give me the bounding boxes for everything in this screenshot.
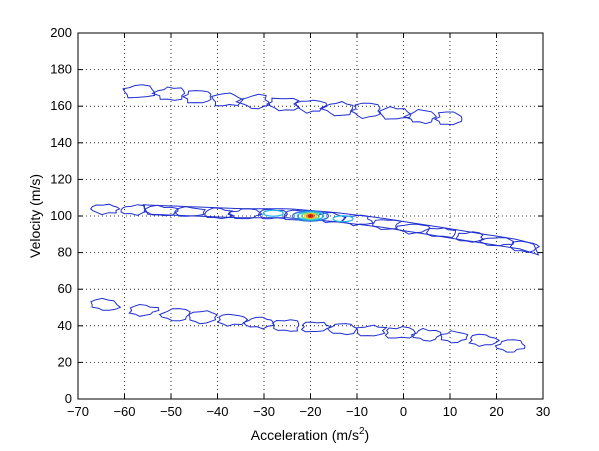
- contour-peak-ring: [291, 210, 330, 222]
- contour-line: [395, 223, 431, 235]
- contour-line: [494, 339, 526, 353]
- x-tick-label: 30: [536, 404, 550, 419]
- y-tick-label: 100: [50, 208, 72, 223]
- contour-line: [90, 203, 121, 216]
- y-tick-label: 0: [65, 391, 72, 406]
- x-axis-label-superscript: 2: [359, 426, 365, 437]
- contour-line: [455, 231, 485, 243]
- x-tick-label: 10: [443, 404, 457, 419]
- contour-line: [294, 99, 328, 114]
- y-tick-label: 20: [58, 354, 72, 369]
- ticks: [77, 32, 544, 400]
- x-tick-labels: −70 −60 −50 −40 −30 −20 −10 0 10 20 30: [67, 404, 550, 419]
- x-tick-label: −10: [346, 404, 368, 419]
- contour-line: [210, 92, 244, 107]
- contour-line: [402, 108, 438, 125]
- contour-line: [468, 333, 501, 347]
- y-tick-label: 180: [50, 62, 72, 77]
- x-tick-label: −70: [67, 404, 89, 419]
- y-tick-label: 40: [58, 318, 72, 333]
- x-tick-label: −50: [160, 404, 182, 419]
- x-tick-label: −30: [253, 404, 275, 419]
- contour-line: [265, 97, 301, 112]
- contour-line: [90, 297, 122, 311]
- x-axis-label: Acceleration (m/s2): [251, 426, 369, 443]
- x-tick-label: −60: [113, 404, 135, 419]
- y-tick-labels: 0 20 40 60 80 100 120 140 160 180 200: [50, 25, 72, 406]
- contour-line: [410, 327, 442, 342]
- contour-line: [204, 207, 235, 220]
- x-tick-label: −40: [206, 404, 228, 419]
- y-tick-label: 60: [58, 281, 72, 296]
- contour-line: [433, 111, 463, 126]
- contour-line: [151, 86, 186, 101]
- contour-line: [384, 326, 416, 339]
- x-tick-label: 20: [489, 404, 503, 419]
- contour-line: [326, 323, 358, 336]
- contour-line: [216, 313, 249, 327]
- contour-peak-ring: [296, 211, 325, 221]
- x-tick-label: −20: [299, 404, 321, 419]
- y-tick-label: 160: [50, 98, 72, 113]
- y-axis-label: Velocity (m/s): [27, 174, 43, 258]
- contour-line: [425, 227, 457, 239]
- y-tick-label: 120: [50, 171, 72, 186]
- x-tick-label: 0: [400, 404, 407, 419]
- contour-line: [128, 303, 160, 317]
- x-axis-label-main: Acceleration (m/s: [251, 427, 359, 443]
- contour-line: [122, 84, 156, 99]
- y-tick-label: 200: [50, 25, 72, 40]
- contour-line: [355, 324, 388, 337]
- contour-secondary-ring: [262, 209, 284, 217]
- contour-line: [300, 321, 333, 333]
- contour-line: [181, 90, 212, 104]
- contour-line: [235, 93, 271, 110]
- contour-secondary-ring: [332, 215, 354, 223]
- contour-lines: [90, 84, 541, 353]
- contour-line: [142, 204, 540, 256]
- contour-line: [319, 101, 354, 117]
- contour-line: [378, 106, 412, 120]
- contour-peak-ring: [308, 214, 314, 218]
- contour-line: [439, 330, 469, 344]
- x-axis-label-suffix: ): [365, 427, 370, 443]
- contour-line: [349, 102, 382, 120]
- y-tick-label: 140: [50, 135, 72, 150]
- contour-line: [242, 316, 275, 330]
- contour-line: [120, 204, 146, 216]
- y-tick-label: 80: [58, 245, 72, 260]
- grid: [78, 33, 543, 399]
- contour-line: [188, 310, 219, 325]
- contour-line: [158, 308, 191, 322]
- contour-line: [272, 319, 300, 332]
